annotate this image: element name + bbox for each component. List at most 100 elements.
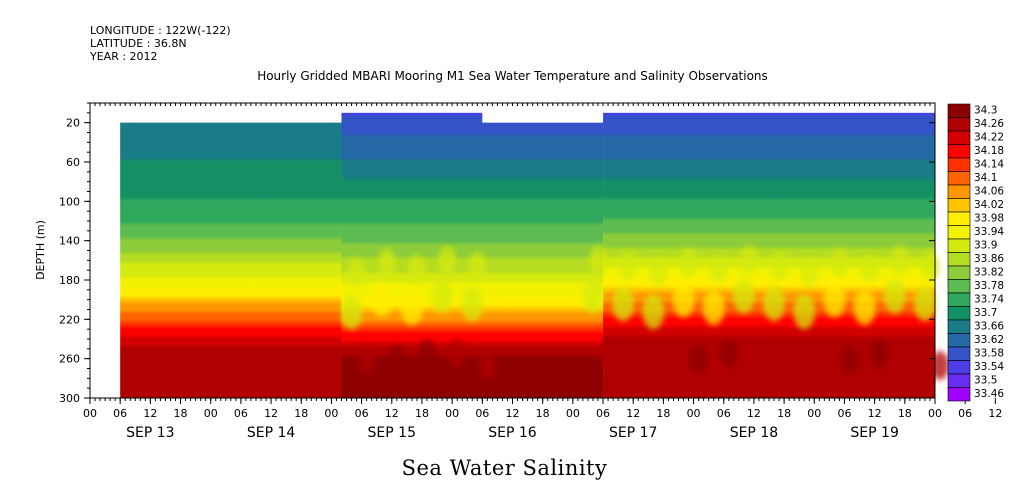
x-tick-label: 06 [837, 407, 851, 420]
variability-patch [793, 293, 816, 330]
y-tick-label: 260 [59, 353, 80, 366]
x-tick-label: 06 [958, 407, 972, 420]
variability-patch [870, 339, 889, 369]
x-day-label: SEP 19 [850, 425, 898, 441]
variability-patch [581, 278, 604, 314]
colorbar-label: 34.22 [974, 132, 1004, 144]
colorbar-swatch [947, 360, 971, 375]
variability-patch [659, 345, 678, 375]
x-tick-label: 06 [475, 407, 489, 420]
x-tick-label: 12 [143, 407, 157, 420]
colorbar-swatch [947, 387, 971, 402]
colorbar-label: 34.18 [974, 145, 1004, 157]
x-tick-label: 00 [204, 407, 218, 420]
variability-patch [599, 339, 618, 369]
x-tick-label: 12 [868, 407, 882, 420]
y-tick-label: 100 [59, 195, 80, 208]
x-tick-label: 00 [566, 407, 580, 420]
variability-patch [619, 251, 638, 281]
x-tick-label: 18 [174, 407, 188, 420]
x-axis-title: Sea Water Salinity [401, 456, 608, 480]
x-tick-label: 18 [656, 407, 670, 420]
variability-patch [709, 254, 728, 284]
colorbar-swatch [947, 157, 971, 172]
chart-title: Hourly Gridded MBARI Mooring M1 Sea Wate… [257, 69, 768, 83]
colorbar-label: 33.98 [974, 213, 1004, 225]
variability-patch [689, 345, 708, 375]
variability-patch [931, 351, 950, 380]
x-tick-label: 18 [898, 407, 912, 420]
x-day-label: SEP 17 [609, 425, 657, 441]
colorbar-swatch [947, 346, 971, 361]
x-tick-label: 18 [415, 407, 429, 420]
colorbar-label: 34.1 [974, 172, 997, 184]
y-tick-label: 60 [66, 156, 80, 169]
variability-patch [400, 289, 423, 326]
colorbar-label: 33.9 [974, 240, 997, 252]
colorbar-swatch [947, 103, 971, 118]
variability-patch [468, 251, 487, 281]
colorbar-label: 33.54 [974, 361, 1004, 373]
year-label: YEAR : 2012 [90, 50, 158, 63]
variability-patch [853, 289, 876, 326]
variability-patch [770, 251, 789, 281]
variability-patch [589, 245, 608, 275]
x-tick-label: 06 [113, 407, 127, 420]
variability-patch [920, 251, 939, 281]
x-day-label: SEP 14 [247, 425, 296, 441]
colorbar-swatch [947, 144, 971, 159]
colorbar-label: 33.66 [974, 321, 1004, 333]
x-tick-label: 06 [234, 407, 248, 420]
variability-patch [719, 339, 738, 369]
x-tick-label: 12 [506, 407, 520, 420]
colorbar-swatch [947, 373, 971, 388]
variability-patch [702, 289, 725, 326]
variability-patch [900, 339, 919, 369]
colorbar-swatch [947, 171, 971, 186]
x-tick-label: 12 [264, 407, 278, 420]
y-tick-label: 220 [59, 313, 80, 326]
variability-patch [800, 257, 819, 287]
colorbar-label: 33.5 [974, 375, 997, 387]
variability-patch [823, 282, 846, 318]
x-tick-label: 00 [687, 407, 701, 420]
variability-patch [890, 245, 909, 275]
x-tick-label: 12 [385, 407, 399, 420]
variability-patch [913, 286, 936, 322]
variability-patch [478, 351, 497, 380]
colorbar-label: 33.82 [974, 267, 1004, 279]
variability-patch [780, 351, 799, 380]
colorbar-label: 33.86 [974, 253, 1004, 265]
colorbar-swatch [947, 117, 971, 132]
x-tick-label: 00 [83, 407, 97, 420]
variability-patch [461, 286, 484, 322]
colorbar-swatch [947, 184, 971, 199]
x-day-label: SEP 13 [126, 425, 174, 441]
variability-patch [763, 286, 786, 322]
colorbar-label: 33.46 [974, 388, 1004, 400]
colorbar-swatch [947, 211, 971, 226]
variability-patch [860, 254, 879, 284]
variability-patch [629, 351, 648, 380]
colorbar-swatch [947, 265, 971, 280]
x-tick-label: 06 [355, 407, 369, 420]
latitude-label: LATITUDE : 36.8N [90, 37, 187, 50]
x-tick-label: 18 [777, 407, 791, 420]
variability-patch [810, 345, 829, 375]
colorbar-label: 33.58 [974, 348, 1004, 360]
variability-patch [840, 345, 859, 375]
variability-patch [732, 278, 755, 314]
x-tick-label: 18 [536, 407, 550, 420]
colorbar-label: 34.14 [974, 159, 1004, 171]
plot-area [120, 103, 950, 399]
variability-patch [672, 282, 695, 318]
variability-patch [417, 339, 436, 369]
x-tick-label: 12 [626, 407, 640, 420]
y-tick-label: 300 [59, 392, 80, 405]
variability-patch [679, 248, 698, 278]
variability-patch [370, 282, 393, 318]
colorbar-swatch [947, 225, 971, 240]
longitude-label: LONGITUDE : 122W(-122) [90, 24, 231, 37]
y-tick-label: 140 [59, 235, 80, 248]
